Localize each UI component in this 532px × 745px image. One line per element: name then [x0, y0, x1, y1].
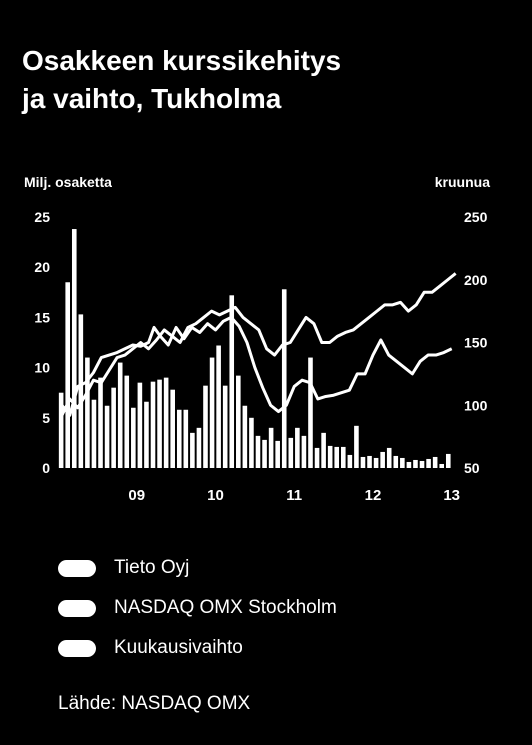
volume-bar: [281, 289, 287, 468]
volume-bar: [163, 377, 169, 468]
volume-bar: [150, 381, 156, 468]
x-tick-label: 11: [286, 487, 302, 504]
volume-bar: [144, 401, 149, 468]
volume-bar: [314, 447, 320, 468]
volume-bar: [111, 387, 116, 468]
left-tick-label: 25: [34, 209, 50, 225]
chart-title-line-1: Osakkeen kurssikehitys: [22, 45, 342, 76]
volume-bar: [439, 463, 445, 468]
volume-bar: [340, 446, 346, 468]
x-tick-label: 12: [365, 487, 382, 504]
volume-bar: [124, 375, 130, 468]
volume-bar: [308, 357, 313, 468]
volume-bar: [222, 385, 228, 468]
x-tick-label: 13: [443, 487, 460, 504]
right-axis-ticks: 50 100 150 200 250: [464, 209, 488, 476]
volume-bar: [58, 392, 64, 468]
volume-bar: [380, 451, 385, 468]
legend-label: NASDAQ OMX Stockholm: [114, 597, 337, 618]
volume-bar: [203, 385, 208, 468]
left-axis-label: Milj. osaketta: [24, 174, 112, 190]
volume-bar: [157, 379, 162, 468]
volume-bar: [236, 375, 241, 468]
volume-bar: [347, 454, 353, 468]
right-tick-label: 250: [464, 209, 488, 225]
legend: Tieto Oyj NASDAQ OMX Stockholm Kuukausiv…: [58, 548, 337, 668]
left-tick-label: 15: [34, 309, 50, 325]
volume-bar: [445, 453, 451, 468]
volume-bar: [432, 456, 438, 468]
left-tick-label: 0: [42, 460, 50, 476]
legend-swatch: [58, 559, 96, 577]
volume-bar: [295, 427, 300, 468]
volume-bar: [400, 457, 405, 468]
legend-item-omx: NASDAQ OMX Stockholm: [58, 588, 337, 628]
left-axis-ticks: 0 5 10 15 20 25: [34, 209, 50, 476]
volume-bar: [196, 427, 202, 468]
source-note: Lähde: NASDAQ OMX: [58, 693, 251, 714]
right-tick-label: 100: [464, 397, 488, 413]
volume-bar: [91, 399, 97, 468]
volume-bar: [255, 435, 261, 468]
volume-bar: [360, 456, 366, 468]
volume-bar: [413, 459, 418, 468]
left-tick-label: 5: [42, 410, 50, 426]
volume-bar: [104, 405, 110, 468]
volume-bar: [426, 458, 431, 468]
volume-bar: [288, 437, 294, 468]
legend-swatch: [58, 599, 96, 617]
volume-bar: [393, 455, 399, 468]
volume-bar: [216, 345, 221, 468]
volume-bar: [85, 357, 90, 468]
volume-bar: [268, 427, 274, 468]
left-tick-label: 20: [34, 259, 50, 275]
series-line-omx: [60, 272, 457, 416]
volume-bar: [183, 409, 189, 468]
volume-bar: [98, 377, 103, 468]
volume-bar: [78, 314, 84, 468]
x-tick-label: 10: [207, 487, 224, 504]
x-axis-ticks: 09 10 11 12 13: [128, 487, 460, 504]
volume-bar: [249, 417, 254, 468]
left-tick-label: 10: [34, 360, 50, 376]
right-tick-label: 150: [464, 335, 488, 351]
series-line-tieto: [60, 315, 453, 417]
chart-title-line-2: ja vaihto, Tukholma: [22, 83, 282, 114]
volume-bar: [71, 229, 77, 468]
volume-bar: [321, 432, 326, 468]
volume-bar: [367, 455, 372, 468]
volume-bar: [137, 382, 143, 468]
volume-bar: [354, 425, 359, 468]
legend-label: Tieto Oyj: [114, 557, 190, 578]
volume-bar: [334, 446, 340, 468]
volume-bar: [190, 432, 195, 468]
legend-label: Kuukausivaihto: [114, 637, 243, 658]
volume-bar: [65, 282, 70, 468]
legend-item-tieto: Tieto Oyj: [58, 548, 337, 588]
volume-bar: [242, 405, 248, 468]
volume-bar: [131, 407, 136, 468]
right-axis-label: kruunua: [435, 174, 490, 190]
x-tick-label: 09: [128, 487, 145, 504]
volume-bar: [170, 389, 175, 468]
volume-bar: [262, 439, 267, 468]
bars: [58, 229, 451, 468]
volume-bar: [229, 295, 235, 468]
legend-swatch: [58, 639, 96, 657]
volume-bar: [176, 409, 182, 468]
right-tick-label: 50: [464, 460, 480, 476]
volume-bar: [275, 440, 280, 468]
volume-bar: [406, 461, 412, 468]
legend-item-volume: Kuukausivaihto: [58, 628, 337, 668]
volume-bar: [386, 447, 392, 468]
chart-title: Osakkeen kurssikehitys ja vaihto, Tukhol…: [22, 42, 502, 118]
volume-bar: [373, 457, 379, 468]
volume-bar: [117, 362, 123, 468]
volume-bar: [301, 435, 307, 468]
right-tick-label: 200: [464, 272, 488, 288]
volume-bar: [419, 460, 425, 468]
volume-bar: [327, 445, 333, 468]
volume-bar: [209, 357, 215, 468]
